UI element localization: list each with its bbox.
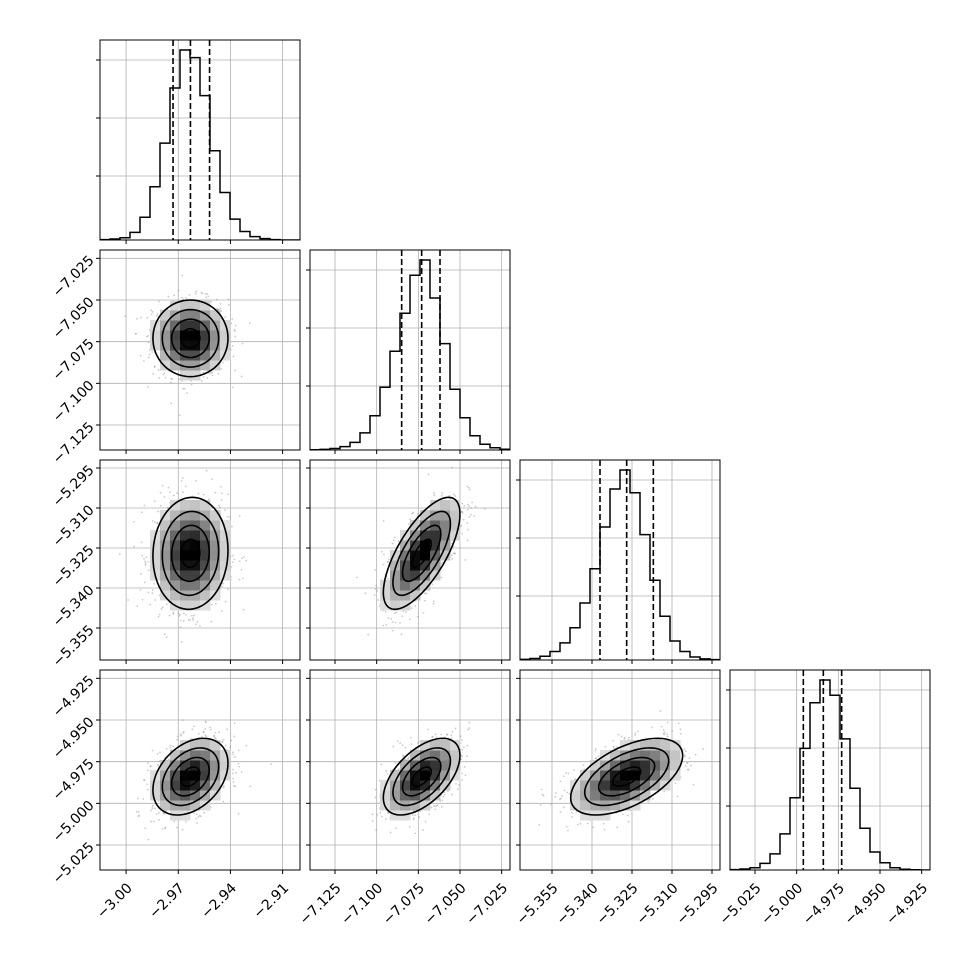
x-tick-label: −7.075 — [380, 880, 428, 928]
contour-1 — [180, 327, 201, 349]
x-tick-label: −5.325 — [594, 880, 642, 928]
contour-3 — [161, 308, 220, 368]
panel-frame — [519, 459, 721, 661]
contour-2 — [170, 524, 210, 583]
y-tick-label: −5.340 — [50, 582, 98, 630]
contour-1 — [180, 766, 201, 788]
x-tick-label: −3.00 — [94, 880, 136, 922]
panel-1-1 — [306, 249, 511, 454]
panel-frame — [99, 669, 301, 871]
x-tick-label: −7.050 — [422, 880, 470, 928]
histogram-step — [520, 469, 720, 660]
y-tick-label: −7.025 — [50, 253, 98, 301]
y-tick-label: −4.950 — [50, 714, 98, 762]
panel-frame — [99, 249, 301, 451]
contour-1 — [411, 766, 433, 788]
contour-4 — [569, 737, 684, 816]
density-shading — [150, 740, 231, 821]
panel-1-0: −7.125−7.100−7.075−7.050−7.025 — [50, 249, 301, 467]
y-tick-label: −7.100 — [50, 378, 98, 426]
y-tick-label: −7.075 — [50, 336, 98, 384]
panel-frame — [309, 669, 511, 871]
x-tick-label: −5.295 — [674, 880, 722, 928]
panel-frame — [309, 459, 511, 661]
x-tick-label: −4.925 — [883, 880, 931, 928]
contour-4 — [152, 737, 229, 816]
contour-3 — [392, 747, 452, 807]
y-tick-label: −5.295 — [50, 462, 98, 510]
contour-2 — [597, 756, 656, 797]
histogram-step — [100, 49, 300, 240]
density-shading — [380, 500, 461, 611]
y-tick-label: −5.355 — [50, 622, 98, 670]
y-tick-label: −5.310 — [50, 502, 98, 550]
contour-1 — [611, 766, 642, 788]
y-tick-label: −4.975 — [50, 756, 98, 804]
x-tick-label: −2.97 — [146, 880, 188, 922]
contour-3 — [583, 747, 670, 807]
contour-3 — [392, 510, 452, 597]
histogram-step — [310, 259, 510, 450]
contour-2 — [170, 756, 210, 797]
panel-frame — [729, 669, 931, 871]
x-tick-label: −2.91 — [251, 880, 293, 922]
panel-3-3: −5.025−5.000−4.975−4.950−4.925 — [717, 669, 931, 928]
y-tick-label: −5.025 — [50, 839, 98, 887]
panel-2-0: −5.355−5.340−5.325−5.310−5.295 — [50, 459, 301, 670]
x-tick-label: −5.000 — [758, 880, 806, 928]
y-tick-label: −7.125 — [50, 419, 98, 467]
x-tick-label: −5.025 — [717, 880, 765, 928]
panel-2-2 — [516, 459, 721, 664]
contour-4 — [152, 496, 229, 611]
contour-4 — [152, 299, 229, 378]
y-tick-label: −5.325 — [50, 542, 98, 590]
y-tick-label: −4.925 — [50, 673, 98, 721]
panel-2-1 — [306, 459, 511, 664]
panel-frame — [99, 459, 301, 661]
contour-4 — [382, 737, 461, 816]
panel-frame — [99, 39, 301, 241]
contour-4 — [382, 496, 461, 611]
x-tick-label: −7.025 — [463, 880, 511, 928]
panel-3-1: −7.125−7.100−7.075−7.050−7.025 — [297, 669, 511, 928]
x-tick-label: −7.100 — [338, 880, 386, 928]
x-tick-label: −4.975 — [800, 880, 848, 928]
x-tick-label: −7.125 — [297, 880, 345, 928]
panel-3-2: −5.355−5.340−5.325−5.310−5.295 — [514, 669, 722, 928]
contour-3 — [161, 747, 220, 807]
x-tick-label: −2.94 — [198, 880, 240, 922]
contour-2 — [170, 318, 210, 359]
panel-0-0 — [96, 39, 301, 244]
panel-frame — [519, 669, 721, 871]
x-tick-label: −4.950 — [842, 880, 890, 928]
contour-3 — [161, 510, 220, 597]
y-tick-label: −7.050 — [50, 294, 98, 342]
x-tick-label: −5.340 — [554, 880, 602, 928]
panel-3-0: −5.025−5.000−4.975−4.950−4.925 −3.00 −2.97… — [50, 669, 301, 922]
histogram-step — [730, 679, 930, 870]
contour-1 — [180, 538, 201, 569]
contour-2 — [401, 524, 442, 583]
y-tick-label: −5.000 — [50, 798, 98, 846]
x-tick-label: −5.310 — [634, 880, 682, 928]
contour-1 — [411, 538, 433, 569]
x-tick-label: −5.355 — [514, 880, 562, 928]
contour-2 — [401, 756, 442, 797]
panel-frame — [309, 249, 511, 451]
